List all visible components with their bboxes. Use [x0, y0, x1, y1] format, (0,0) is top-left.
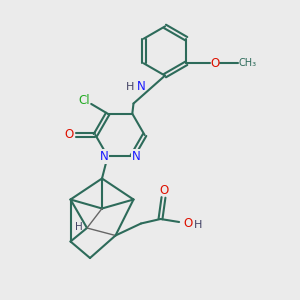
Text: O: O: [64, 128, 74, 142]
Text: H: H: [75, 221, 83, 232]
Text: O: O: [160, 184, 169, 197]
Text: N: N: [131, 150, 140, 163]
Text: Cl: Cl: [79, 94, 90, 107]
Text: O: O: [211, 57, 220, 70]
Text: N: N: [100, 150, 109, 163]
Text: O: O: [183, 217, 193, 230]
Text: N: N: [137, 80, 146, 93]
Text: H: H: [194, 220, 202, 230]
Text: H: H: [126, 82, 134, 92]
Text: CH₃: CH₃: [238, 58, 256, 68]
